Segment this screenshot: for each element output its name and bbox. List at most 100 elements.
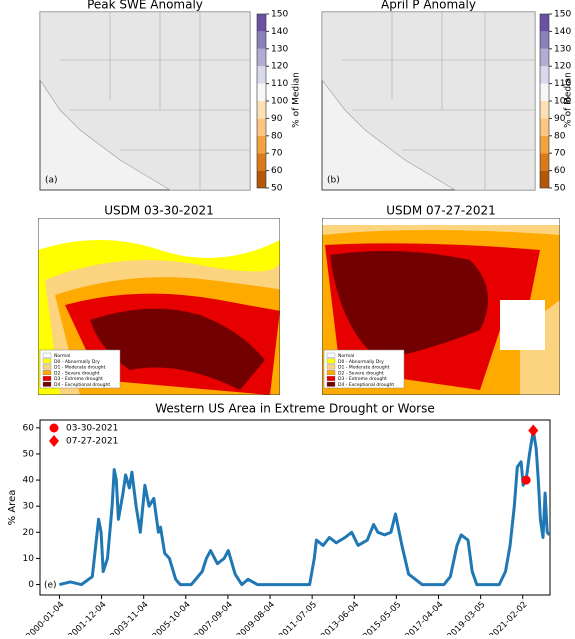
legend-swatch — [42, 364, 52, 370]
legend-swatch — [326, 381, 336, 387]
map-a — [39, 11, 251, 191]
x-tick-label: 2013-06-04 — [319, 600, 361, 635]
legend-label: D0 - Abnormally Dry — [338, 359, 384, 365]
legend-label: D3 - Extreme drought — [338, 376, 387, 382]
y-tick-label: 50 — [23, 449, 35, 459]
legend-swatch — [326, 370, 336, 376]
y-tick-label: 40 — [23, 476, 35, 486]
legend-swatch — [42, 376, 52, 381]
colorbar-segment — [257, 101, 266, 119]
y-tick-label: 20 — [23, 528, 35, 538]
legend-label: D0 - Abnormally Dry — [54, 359, 100, 365]
x-tick-label: 2005-10-04 — [151, 600, 193, 635]
colorbar-segment — [257, 118, 266, 136]
legend-label: D1 - Moderate drought — [54, 365, 106, 371]
colorbar-segment — [257, 153, 266, 171]
colorbar-tick-label: 90 — [554, 114, 566, 124]
colorbar-tick-label: 60 — [271, 166, 283, 176]
colorbar-segment — [257, 14, 266, 32]
panel-label: (b) — [327, 176, 340, 186]
legend-swatch — [326, 352, 336, 358]
x-tick-label: 2015-05-05 — [361, 600, 403, 635]
y-tick-label: 30 — [23, 502, 35, 512]
legend-label: D1 - Moderate drought — [338, 365, 390, 371]
colorbar-tick-label: 60 — [554, 166, 566, 176]
colorbar-label: % of Median — [292, 72, 302, 128]
colorbar-segment — [540, 48, 549, 67]
colorbar-tick-label: 90 — [271, 114, 283, 124]
colorbar-tick-label: 130 — [271, 44, 288, 54]
colorbar-tick-label: 100 — [271, 97, 288, 107]
legend-label: D2 - Severe drought — [338, 370, 384, 376]
legend-swatch — [42, 352, 52, 358]
legend-box — [323, 349, 405, 389]
legend-label: Normal — [54, 353, 70, 359]
legend-marker — [49, 435, 59, 447]
colorbar-tick-label: 120 — [271, 62, 288, 72]
legend-label: 07-27-2021 — [66, 437, 118, 447]
x-tick-label: 2009-08-04 — [235, 600, 277, 635]
colorbar-tick-label: 50 — [554, 184, 566, 194]
colorbar-segment — [540, 118, 549, 136]
map-d — [322, 218, 560, 395]
legend-label: Normal — [338, 353, 354, 359]
marker — [528, 424, 539, 437]
legend-label: D3 - Extreme drought — [54, 376, 103, 382]
colorbar-segment — [540, 135, 549, 154]
marker — [521, 475, 531, 485]
colorbar-segment — [257, 31, 266, 49]
y-tick-label: 0 — [28, 580, 34, 590]
x-tick-label: 2017-04-04 — [403, 600, 445, 635]
y-tick-label: 10 — [23, 554, 35, 564]
colorbar-segment — [257, 48, 266, 67]
colorbar-tick-label: 110 — [554, 79, 571, 89]
x-tick-label: 2000-01-04 — [24, 600, 66, 635]
colorbar-segment — [540, 14, 549, 32]
y-tick-label: 60 — [23, 423, 35, 433]
colorbar-segment — [257, 135, 266, 154]
colorbar-tick-label: 100 — [554, 97, 571, 107]
panel-label: (a) — [45, 176, 58, 186]
colorbar-tick-label: 130 — [554, 44, 571, 54]
x-tick-label: 2019-03-05 — [446, 600, 488, 635]
colorbar-segment — [540, 83, 549, 101]
colorbar-segment — [540, 66, 549, 84]
legend-swatch — [326, 364, 336, 370]
colorbar-segment — [540, 101, 549, 119]
colorbar-segment — [540, 170, 549, 188]
colorbar-tick-label: 150 — [271, 10, 288, 20]
legend-swatch — [42, 358, 52, 364]
colorbar-tick-label: 70 — [554, 149, 566, 159]
colorbar-tick-label: 120 — [554, 62, 571, 72]
plot-frame — [39, 419, 551, 596]
map-title: USDM 03-30-2021 — [104, 204, 214, 218]
colorbar-segment — [257, 170, 266, 188]
colorbar-tick-label: 110 — [271, 79, 288, 89]
colorbar-label: % of Median — [564, 72, 574, 128]
map-title: USDM 07-27-2021 — [386, 204, 496, 218]
panel-label: (e) — [44, 581, 57, 591]
colorbar-tick-label: 70 — [271, 149, 283, 159]
colorbar-segment — [257, 83, 266, 101]
colorbar-tick-label: 80 — [271, 131, 283, 141]
legend-label: D4 - Exceptional drought — [338, 382, 394, 388]
legend-swatch — [326, 358, 336, 364]
colorbar-tick-label: 140 — [554, 27, 571, 37]
x-tick-label: 2011-07-05 — [277, 600, 319, 635]
map-title: Peak SWE Anomaly — [87, 0, 203, 12]
legend-marker — [49, 423, 59, 433]
legend-box — [39, 349, 121, 389]
legend-swatch — [326, 376, 336, 381]
legend-swatch — [42, 381, 52, 387]
legend-swatch — [42, 370, 52, 376]
colorbar-segment — [257, 66, 266, 84]
y-axis-label: % Area — [7, 490, 18, 526]
legend-label: 03-30-2021 — [66, 424, 118, 434]
map-title: April P Anomaly — [381, 0, 476, 12]
legend-label: D4 - Exceptional drought — [54, 382, 110, 388]
data-line — [59, 428, 551, 587]
colorbar-segment — [540, 153, 549, 171]
colorbar-tick-label: 140 — [271, 27, 288, 37]
x-tick-label: 2003-11-04 — [109, 600, 151, 635]
